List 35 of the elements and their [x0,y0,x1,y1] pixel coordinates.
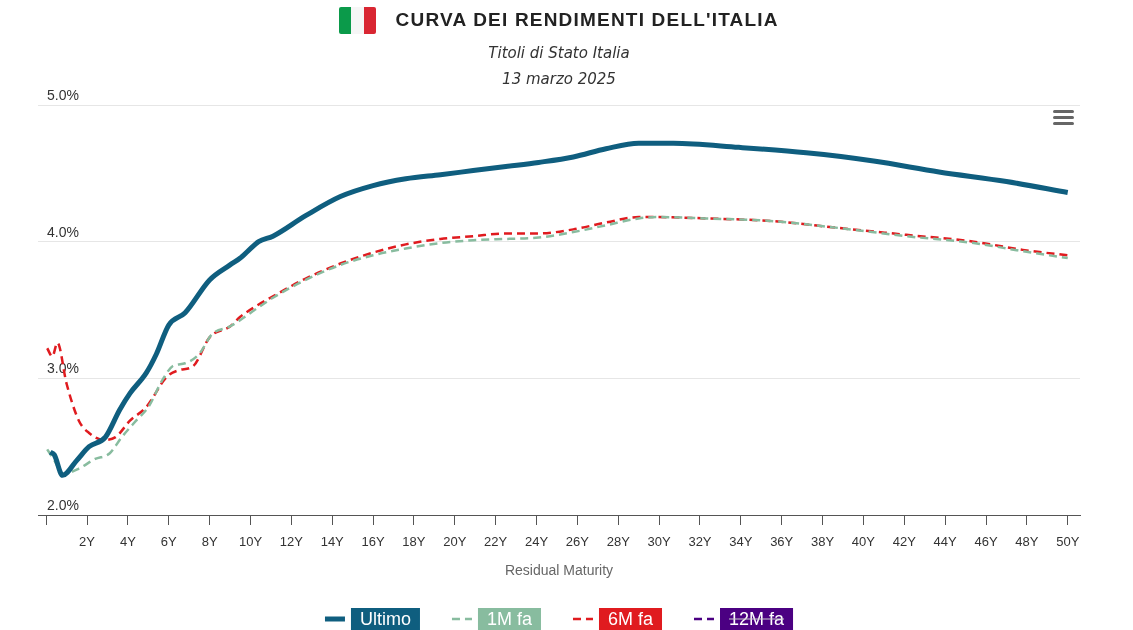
x-tick-label: 36Y [770,534,794,550]
x-tick-label: 6Y [160,534,178,550]
chart-title: CURVA DEI RENDIMENTI DELL'ITALIA [395,9,779,31]
x-tick-label: 40Y [851,534,876,550]
legend-label: 12M fa [729,608,786,629]
x-tick-label: 44Y [933,534,958,550]
x-tick-label: 30Y [647,534,671,550]
x-tick-label: 16Y [361,534,385,550]
x-tick-label: 2Y [79,534,96,550]
y-tick-label: 2.0% [47,496,79,513]
x-tick-label: 26Y [565,534,590,550]
x-tick-label: 50Y [1056,534,1080,550]
y-tick-label: 5.0% [47,86,79,103]
x-tick-label: 42Y [892,534,917,550]
legend-label: 1M fa [486,608,533,629]
x-tick-label: 20Y [443,534,467,550]
legend-label: 6M fa [607,608,654,629]
x-tick-label: 14Y [320,534,345,550]
x-tick-label: 28Y [606,534,631,550]
x-tick-label: 10Y [238,534,263,550]
x-tick-label: 4Y [119,534,137,550]
x-tick-label: 22Y [484,534,508,550]
x-tick-label: 24Y [524,534,549,550]
x-axis-title: Residual Maturity [504,562,614,579]
y-tick-label: 4.0% [47,223,79,240]
x-tick-label: 34Y [729,534,753,550]
x-tick-label: 38Y [810,534,835,550]
x-tick-label: 46Y [974,534,998,550]
x-tick-label: 8Y [201,534,218,550]
legend-label: Ultimo [359,608,411,629]
x-tick-label: 48Y [1015,534,1039,550]
x-tick-label: 32Y [688,534,712,550]
chart-subtitle: Titoli di Stato Italia 13 marzo 2025 [488,43,630,88]
x-tick-label: 12Y [279,534,304,550]
x-tick-label: 18Y [402,534,426,550]
